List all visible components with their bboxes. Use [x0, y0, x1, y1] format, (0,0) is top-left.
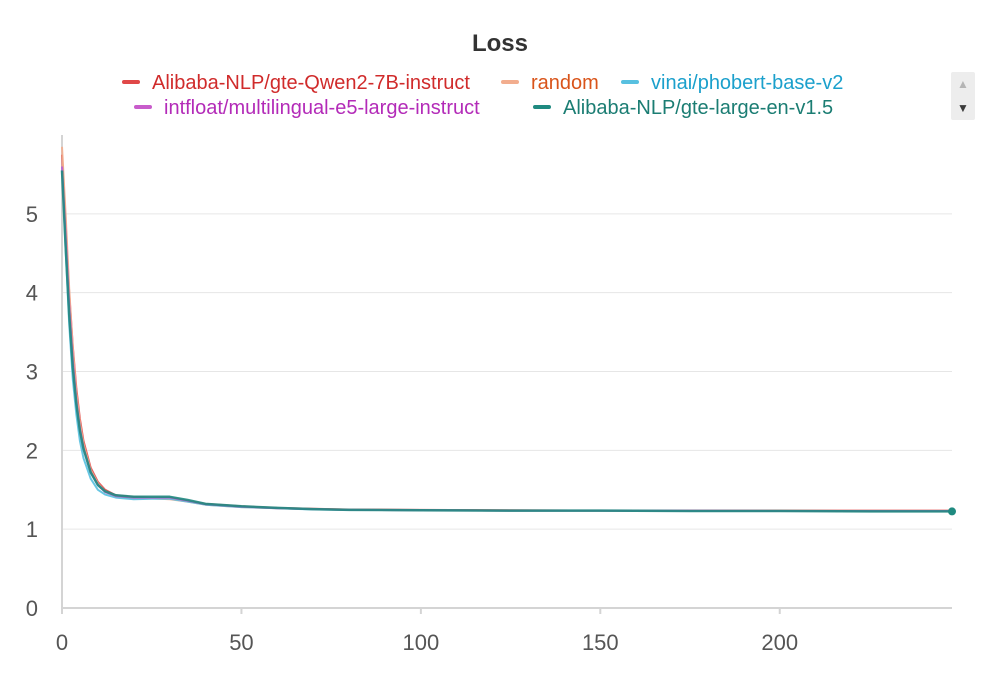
legend-swatch [134, 104, 152, 109]
x-tick-label: 100 [403, 630, 440, 655]
legend-item[interactable]: Alibaba-NLP/gte-large-en-v1.5 [533, 97, 833, 120]
series-lines [60, 146, 952, 513]
legend-swatch [122, 79, 140, 84]
legend-scrollbar[interactable]: ▲ ▼ [951, 72, 975, 120]
triangle-down-icon[interactable]: ▼ [957, 101, 969, 115]
series-line-5 [60, 170, 952, 513]
series-line-1 [61, 154, 952, 512]
legend-item[interactable]: random [501, 72, 599, 95]
series-line-4 [61, 166, 952, 512]
legend-label: vinai/phobert-base-v2 [651, 72, 844, 94]
legend-label: Alibaba-NLP/gte-large-en-v1.5 [563, 97, 834, 119]
series-end-marker[interactable] [948, 507, 956, 516]
x-tick-label: 200 [761, 630, 798, 655]
legend-label: random [531, 72, 599, 94]
x-tick-label: 0 [56, 630, 68, 655]
chart-title: Loss [471, 30, 528, 57]
legend-item[interactable]: Alibaba-NLP/gte-Qwen2-7B-instruct [122, 72, 470, 95]
legend-swatch [621, 79, 639, 84]
legend-item[interactable]: intfloat/multilingual-e5-large-instruct [134, 97, 480, 120]
legend-swatch [533, 104, 551, 109]
y-tick-label: 1 [26, 517, 38, 542]
legend-label: intfloat/multilingual-e5-large-instruct [164, 97, 480, 119]
legend-row: intfloat/multilingual-e5-large-instruct A… [0, 97, 1000, 123]
y-tick-label: 5 [26, 202, 38, 227]
y-tick-label: 3 [26, 360, 38, 385]
y-tick-label: 2 [26, 438, 38, 463]
legend-item[interactable]: vinai/phobert-base-v2 [621, 72, 843, 95]
y-tick-label: 0 [26, 596, 38, 621]
end-markers [948, 507, 956, 516]
series-line-2 [61, 146, 952, 512]
triangle-up-icon[interactable]: ▲ [957, 77, 969, 91]
legend-row: Alibaba-NLP/gte-Qwen2-7B-instruct random v… [0, 72, 1000, 98]
y-tick-label: 4 [26, 281, 38, 306]
legend-label: Alibaba-NLP/gte-Qwen2-7B-instruct [152, 72, 470, 94]
legend-swatch [501, 79, 519, 84]
x-tick-label: 50 [229, 630, 253, 655]
x-tick-label: 150 [582, 630, 619, 655]
axes [61, 135, 952, 614]
series-line-3 [61, 166, 952, 512]
grid-lines [62, 213, 952, 530]
